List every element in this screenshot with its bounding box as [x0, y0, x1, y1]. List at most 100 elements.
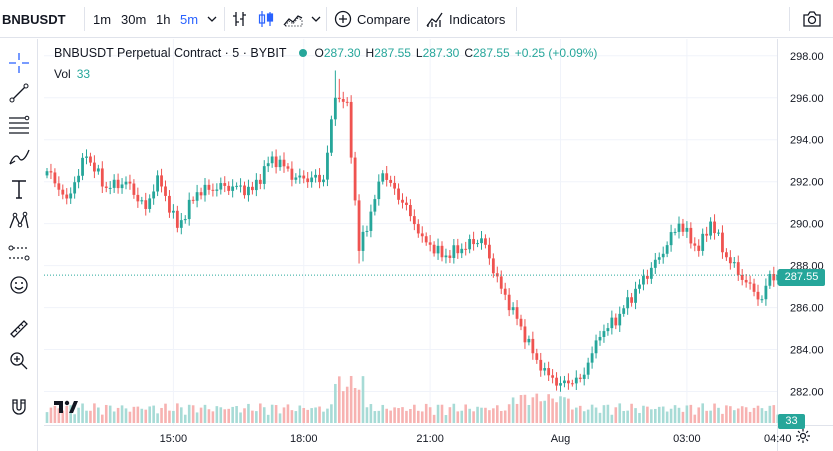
candle-body — [373, 199, 377, 212]
candle-body — [207, 184, 211, 190]
candle-body — [203, 184, 207, 196]
ruler-icon[interactable] — [5, 315, 33, 343]
candle-body — [57, 183, 61, 190]
volume-bar — [381, 404, 385, 423]
candle-body — [365, 230, 369, 232]
low-label: L — [415, 46, 423, 60]
indicators-icon[interactable] — [426, 0, 444, 38]
volume-bar — [476, 406, 479, 423]
trend-line-icon[interactable] — [5, 79, 33, 107]
pattern-tool-icon[interactable] — [5, 207, 33, 235]
volume-label[interactable]: Vol — [54, 67, 71, 81]
candle-body — [448, 255, 452, 258]
text-tool-icon[interactable] — [5, 175, 33, 203]
volume-bar — [594, 407, 598, 423]
candle-body — [665, 245, 669, 254]
volume-bar — [567, 398, 570, 423]
candle-body — [464, 248, 468, 250]
prediction-measure-icon[interactable] — [5, 239, 33, 267]
chart-pane[interactable]: 298.00 296.00 294.00 292.00 290.00 288.00 286.… — [44, 39, 833, 451]
volume-bar — [45, 412, 49, 423]
volume-bar — [227, 408, 230, 423]
candle-body — [452, 245, 456, 258]
horizontal-lines-icon[interactable] — [5, 111, 33, 139]
volume-bar — [322, 411, 325, 423]
candle-body — [326, 152, 329, 180]
candle-body — [440, 245, 444, 258]
candle-body — [428, 242, 432, 245]
volume-bar — [531, 397, 535, 423]
volume-bar — [689, 404, 693, 423]
interval-30m-button[interactable]: 30m — [121, 11, 147, 27]
candle-body — [385, 173, 389, 180]
symbol-search-button[interactable]: BNBUSDT — [2, 11, 66, 27]
toolbar-divider — [516, 7, 517, 31]
toolbar-divider — [417, 7, 418, 31]
brush-icon[interactable] — [5, 143, 33, 171]
candle-body — [602, 331, 606, 337]
candle-body — [124, 181, 128, 185]
candle-body — [108, 187, 112, 189]
candle-body — [681, 223, 685, 232]
interval-dropdown-chevron-icon[interactable] — [207, 0, 217, 38]
candle-body — [614, 317, 618, 326]
magnet-icon[interactable] — [5, 393, 33, 421]
interval-5m-button[interactable]: 5m — [180, 11, 199, 27]
price-chart-canvas[interactable]: 298.00296.00294.00292.00290.00288.00286.… — [44, 39, 833, 451]
candle-body — [314, 174, 317, 178]
candle-body — [81, 157, 84, 176]
volume-bar — [630, 403, 633, 423]
crosshair-icon[interactable] — [5, 49, 33, 77]
volume-bar — [764, 410, 768, 423]
compare-plus-icon[interactable] — [334, 0, 352, 38]
chart-type-dropdown-chevron-icon[interactable] — [311, 0, 321, 38]
candle-body — [460, 248, 464, 254]
zoom-in-icon[interactable] — [5, 347, 33, 375]
candle-body — [717, 232, 720, 234]
candle-body — [65, 194, 69, 199]
interval-1h-button[interactable]: 1h — [156, 11, 171, 27]
candle-body — [61, 189, 65, 195]
candle-body — [503, 288, 507, 295]
volume-bar — [294, 411, 298, 423]
area-chart-type-icon[interactable] — [283, 0, 303, 38]
volume-bar — [436, 404, 440, 423]
volume-bar — [152, 405, 155, 423]
volume-bar — [270, 404, 274, 423]
volume-bar — [642, 405, 645, 423]
candle-body — [547, 368, 551, 376]
candle-body — [736, 262, 740, 276]
volume-bar — [53, 405, 57, 423]
camera-snapshot-icon[interactable] — [802, 0, 822, 38]
candle-body — [235, 185, 238, 187]
volume-bar — [326, 408, 329, 423]
volume-bar — [330, 404, 333, 423]
volume-bar — [385, 408, 388, 423]
volume-bar — [650, 409, 653, 423]
candle-body — [590, 353, 594, 363]
series-title[interactable]: BNBUSDT Perpetual Contract · 5 · BYBIT — [54, 46, 287, 60]
time-scale-label: 18:00 — [290, 433, 318, 445]
candle-body — [570, 383, 574, 385]
indicators-button[interactable]: Indicators — [449, 11, 506, 27]
icons-emoji-icon[interactable] — [5, 271, 33, 299]
compare-button[interactable]: Compare — [357, 11, 411, 27]
candle-body — [148, 198, 152, 209]
current-volume-badge: 33 — [778, 414, 805, 429]
interval-1m-button[interactable]: 1m — [93, 11, 112, 27]
candles-chart-type-icon[interactable] — [257, 0, 275, 38]
candle-body — [649, 267, 653, 279]
volume-bar — [428, 407, 432, 423]
volume-bar — [373, 411, 377, 423]
settings-gear-icon[interactable] — [795, 428, 811, 449]
candle-body — [353, 157, 357, 201]
candle-body — [298, 175, 302, 178]
candle-body — [732, 262, 736, 264]
volume-bar — [108, 405, 112, 423]
bar-chart-type-icon[interactable] — [231, 0, 249, 38]
tradingview-logo-icon[interactable] — [52, 397, 80, 417]
candle-body — [160, 175, 163, 187]
candle-body — [389, 179, 393, 183]
candle-body — [476, 243, 479, 245]
candle-body — [661, 253, 665, 258]
